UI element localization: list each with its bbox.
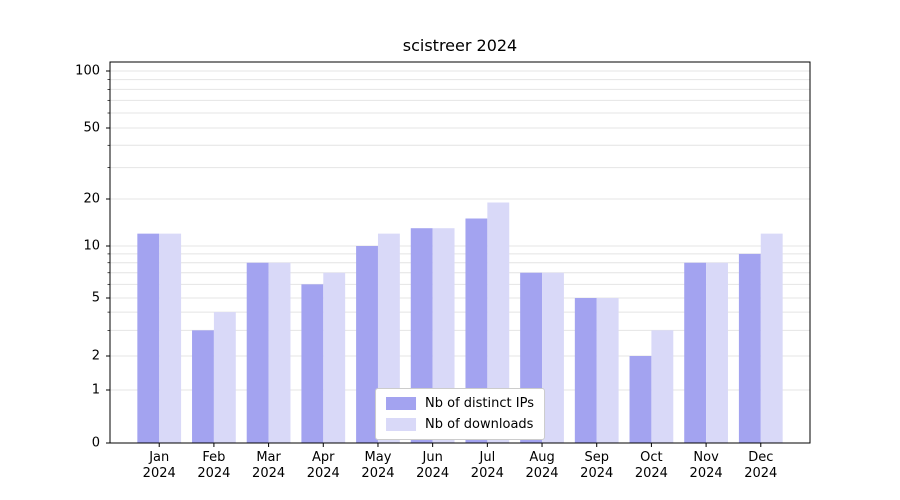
y-tick-label: 20 xyxy=(83,191,100,207)
bar-nb-of-downloads xyxy=(596,298,619,443)
y-tick-label: 5 xyxy=(91,290,100,306)
x-tick-label: Oct 2024 xyxy=(634,450,668,481)
bar-nb-of-downloads xyxy=(487,202,510,443)
tick-marks xyxy=(106,70,762,447)
y-tick-label: 50 xyxy=(83,120,100,136)
x-tick-label: Apr 2024 xyxy=(306,450,340,481)
legend-swatch-distinct-ips xyxy=(386,397,417,410)
x-tick-label: Jul 2024 xyxy=(470,450,504,481)
bar-nb-of-downloads xyxy=(323,272,346,443)
bar-nb-of-downloads xyxy=(268,262,291,443)
legend-label-distinct-ips: Nb of distinct IPs xyxy=(425,396,534,411)
x-tick-label: Jan 2024 xyxy=(142,450,176,481)
bar-nb-of-distinct-ips xyxy=(574,298,597,443)
x-tick-label: Mar 2024 xyxy=(252,450,286,481)
legend-label-downloads: Nb of downloads xyxy=(425,417,534,432)
legend-item-downloads: Nb of downloads xyxy=(386,417,534,432)
legend-item-distinct-ips: Nb of distinct IPs xyxy=(386,396,534,411)
legend-swatch-downloads xyxy=(386,418,417,431)
bar-nb-of-distinct-ips xyxy=(246,262,269,443)
axes-frame xyxy=(109,61,811,444)
x-tick-label: Aug 2024 xyxy=(525,450,559,481)
x-tick-label: Nov 2024 xyxy=(689,450,723,481)
bar-nb-of-downloads xyxy=(706,262,728,443)
bar-nb-of-distinct-ips xyxy=(629,356,652,443)
bar-nb-of-downloads xyxy=(760,233,783,443)
legend: Nb of distinct IPs Nb of downloads xyxy=(375,388,545,440)
bar-nb-of-distinct-ips xyxy=(301,284,324,443)
bar-nb-of-distinct-ips xyxy=(137,233,160,443)
bar-nb-of-distinct-ips xyxy=(356,246,378,443)
bar-nb-of-distinct-ips xyxy=(684,262,707,443)
x-tick-label: Feb 2024 xyxy=(197,450,231,481)
chart-title: scistreer 2024 xyxy=(402,36,518,55)
x-tick-label: Sep 2024 xyxy=(580,450,614,481)
bar-nb-of-distinct-ips xyxy=(738,253,761,443)
x-tick-label: May 2024 xyxy=(361,450,395,481)
x-tick-label: Dec 2024 xyxy=(744,450,778,481)
bar-nb-of-downloads xyxy=(542,272,564,443)
y-tick-label: 1 xyxy=(91,382,100,398)
x-tick-label: Jun 2024 xyxy=(416,450,450,481)
y-tick-label: 0 xyxy=(91,435,100,451)
bar-nb-of-distinct-ips xyxy=(465,218,488,443)
bar-nb-of-downloads xyxy=(651,330,674,443)
bar-nb-of-distinct-ips xyxy=(192,330,214,443)
y-tick-label: 2 xyxy=(91,348,100,364)
y-tick-label: 10 xyxy=(83,238,100,254)
bar-nb-of-downloads xyxy=(159,233,182,443)
y-tick-label: 100 xyxy=(75,63,100,79)
bar-nb-of-downloads xyxy=(213,312,236,443)
